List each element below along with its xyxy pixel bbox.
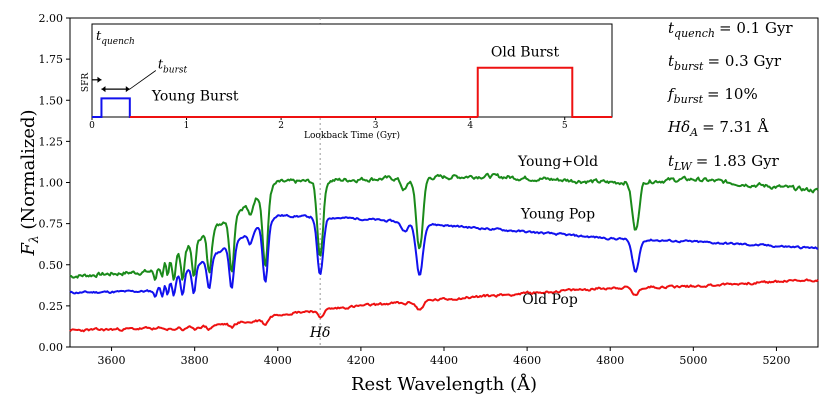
y-tick-label: 1.50 [39, 94, 64, 107]
x-tick-label: 4000 [264, 354, 292, 367]
series-line-old-pop [69, 278, 819, 333]
x-tick-label: 3800 [181, 354, 209, 367]
y-tick-label: 1.00 [39, 177, 64, 190]
inset-y-axis-label: SFR [81, 73, 91, 92]
y-axis-label: Fλ (Normalized) [18, 109, 41, 256]
x-axis-label: Rest Wavelength (Å) [351, 373, 537, 395]
parameter-annotations: tquench = 0.1 Gyr tburst = 0.3 Gyr fburst = 1… [667, 19, 793, 173]
x-tick-label: 3600 [98, 354, 126, 367]
t-burst-arrowhead-left [101, 86, 106, 93]
x-tick-label: 4200 [347, 354, 375, 367]
inset-x-tick-label: 3 [373, 121, 379, 131]
x-tick-label: 5000 [679, 354, 707, 367]
inset-old-burst-label: Old Burst [491, 45, 560, 61]
y-tick-label: 2.00 [39, 12, 64, 25]
parameter-burst: tburst = 0.3 Gyr [668, 52, 782, 73]
inset-x-tick-label: 4 [467, 121, 473, 131]
parameter-quench: tquench = 0.1 Gyr [668, 19, 793, 40]
series-annotation: Young+Old [517, 154, 598, 170]
x-tick-label: 4600 [513, 354, 541, 367]
inset-x-tick-label: 1 [184, 121, 190, 131]
inset-x-tick-label: 5 [562, 121, 568, 131]
inset-old-burst-line [476, 66, 612, 118]
hdelta-label: Hδ [309, 325, 331, 341]
y-tick-label: 1.75 [39, 53, 64, 66]
series-annotation: Young Pop [520, 207, 595, 223]
series-line-young-pop [69, 213, 819, 298]
series-line-young-old [69, 172, 819, 281]
y-tick-label: 0.25 [39, 300, 64, 313]
parameter-burst: fburst = 10% [667, 85, 758, 106]
t-burst-leader [129, 70, 157, 90]
x-tick-label: 5200 [762, 354, 790, 367]
inset-frame [91, 23, 613, 118]
y-tick-label: 0.50 [39, 259, 64, 272]
inset-young-burst-label: Young Burst [151, 88, 239, 104]
parameter-a: HδA = 7.31 Å [667, 118, 769, 139]
t-quench-arrowhead [97, 76, 102, 83]
y-tick-label: 1.25 [39, 135, 64, 148]
inset-x-tick-label: 0 [89, 121, 95, 131]
main-plot: 3600 3800 4000 4200 4400 4600 4800 5000 5200 0.00… [18, 12, 819, 395]
inset-x-axis-label: Lookback Time (Gyr) [304, 130, 400, 141]
parameter-lw: tLW = 1.83 Gyr [668, 152, 780, 173]
y-tick-label: 0.75 [39, 218, 64, 231]
t-burst-arrowhead-right [125, 86, 130, 93]
series-annotation: Old Pop [522, 292, 578, 308]
t-quench-label: tquench [96, 29, 135, 47]
x-tick-label: 4800 [596, 354, 624, 367]
t-burst-label: tburst [158, 58, 188, 76]
inset-x-tick-label: 2 [278, 121, 284, 131]
y-tick-label: 0.00 [39, 341, 64, 354]
x-tick-label: 4400 [430, 354, 458, 367]
inset-plot: 0 1 2 3 4 5 Lookback Time (Gyr) SFR Young Burst O… [81, 23, 613, 141]
